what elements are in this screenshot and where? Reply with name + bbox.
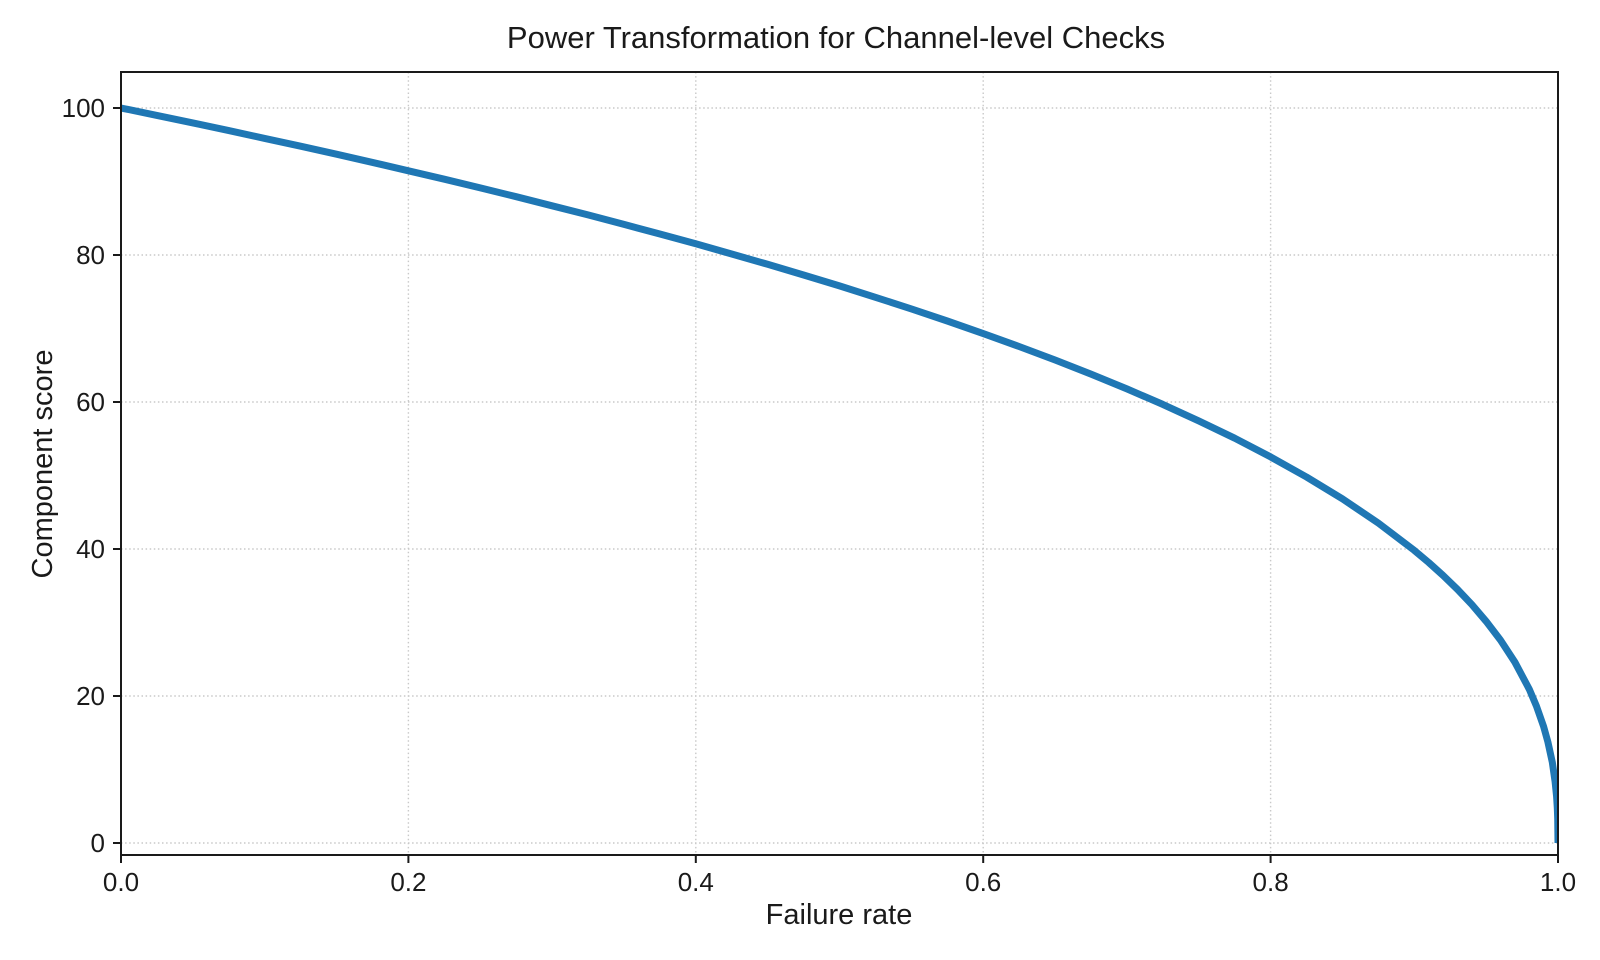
x-tick-labels: 0.0 0.2 0.4 0.6 0.8 1.0 (103, 867, 1576, 897)
x-tick-label: 0.8 (1253, 867, 1289, 897)
plot-frame (120, 71, 1559, 856)
chart-title: Power Transformation for Channel-level C… (507, 20, 1165, 55)
y-tick-labels: 0 20 40 60 80 100 (62, 93, 105, 858)
x-tick-label: 0.0 (103, 867, 139, 897)
gridlines (120, 72, 1559, 855)
x-tick-label: 0.4 (678, 867, 714, 897)
y-tick-label: 40 (76, 534, 105, 564)
x-axis-label: Failure rate (766, 899, 913, 931)
x-tick-label: 0.6 (965, 867, 1001, 897)
y-tick-label: 100 (62, 93, 105, 123)
y-tick-label: 80 (76, 240, 105, 270)
score-curve (121, 104, 1558, 844)
x-tick-label: 0.2 (390, 867, 426, 897)
y-tick-label: 0 (91, 828, 105, 858)
axis-ticks (113, 107, 1559, 863)
x-tick-label: 1.0 (1540, 867, 1576, 897)
y-axis-label: Component score (27, 350, 59, 579)
y-tick-label: 20 (76, 681, 105, 711)
y-tick-label: 60 (76, 387, 105, 417)
